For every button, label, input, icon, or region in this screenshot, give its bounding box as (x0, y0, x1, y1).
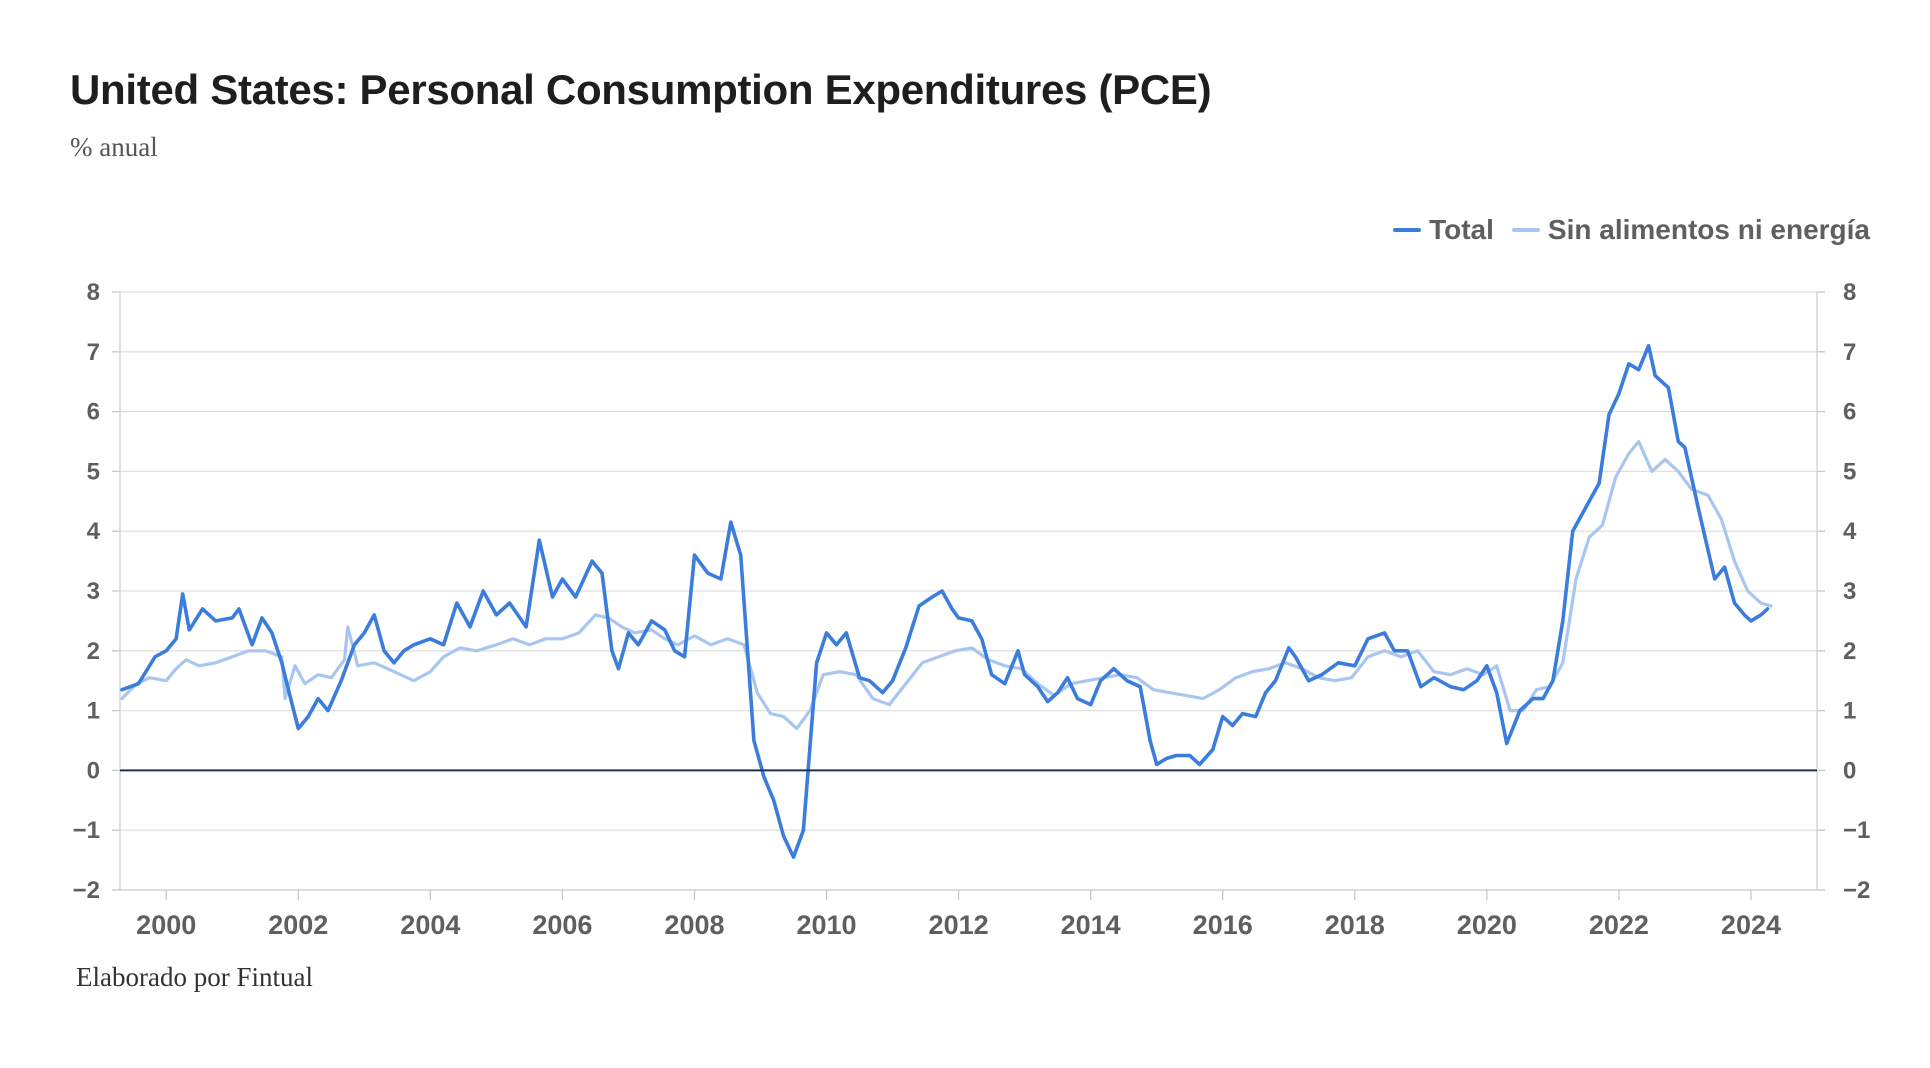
series-line-core (120, 439, 1773, 731)
y-tick-label-left: −2 (73, 877, 100, 904)
x-tick-label: 2002 (268, 910, 328, 940)
x-tick-label: 2014 (1061, 910, 1121, 940)
legend-label-core: Sin alimentos ni energía (1547, 214, 1870, 245)
y-tick-label-right: 8 (1843, 279, 1856, 306)
y-tick-label-right: −1 (1843, 817, 1870, 844)
x-tick-label: 2022 (1589, 910, 1649, 940)
y-tick-label-left: −1 (73, 817, 100, 844)
y-tick-label-right: 2 (1843, 638, 1856, 665)
legend-item-core[interactable]: Sin alimentos ni energía (1511, 214, 1870, 246)
x-tick-label: 2010 (796, 910, 856, 940)
legend-label-total: Total (1429, 214, 1494, 245)
chart-title: United States: Personal Consumption Expe… (70, 66, 1212, 113)
chart-subtitle: % anual (70, 132, 158, 162)
y-tick-label-right: 0 (1843, 757, 1856, 784)
x-tick-label: 2000 (136, 910, 196, 940)
x-tick-label: 2008 (664, 910, 724, 940)
x-tick-label: 2024 (1721, 910, 1781, 940)
legend: Total Sin alimentos ni energía (1393, 214, 1870, 246)
y-tick-label-left: 4 (87, 518, 101, 545)
y-tick-label-right: 7 (1843, 339, 1856, 366)
legend-swatch-core (1511, 228, 1540, 232)
y-tick-label-left: 6 (87, 399, 100, 426)
x-tick-label: 2020 (1457, 910, 1517, 940)
y-tick-label-left: 1 (87, 698, 100, 725)
y-tick-label-left: 8 (87, 279, 100, 306)
footer-credit: Elaborado por Fintual (76, 962, 313, 992)
x-tick-label: 2004 (400, 910, 460, 940)
y-tick-label-left: 3 (87, 578, 100, 605)
x-tick-label: 2018 (1325, 910, 1385, 940)
y-tick-label-right: 3 (1843, 578, 1856, 605)
y-tick-label-right: 4 (1843, 518, 1857, 545)
series-line-total (120, 344, 1770, 859)
x-tick-label: 2006 (532, 910, 592, 940)
y-tick-label-left: 5 (87, 458, 100, 485)
y-tick-label-left: 7 (87, 339, 100, 366)
y-tick-label-right: −2 (1843, 877, 1870, 904)
x-tick-label: 2016 (1193, 910, 1253, 940)
x-tick-label: 2012 (929, 910, 989, 940)
legend-item-total[interactable]: Total (1393, 214, 1494, 246)
legend-swatch-total (1393, 228, 1422, 232)
y-tick-label-left: 0 (87, 757, 100, 784)
y-tick-label-right: 6 (1843, 399, 1856, 426)
y-tick-label-right: 1 (1843, 698, 1856, 725)
y-tick-label-right: 5 (1843, 458, 1856, 485)
y-tick-label-left: 2 (87, 638, 100, 665)
